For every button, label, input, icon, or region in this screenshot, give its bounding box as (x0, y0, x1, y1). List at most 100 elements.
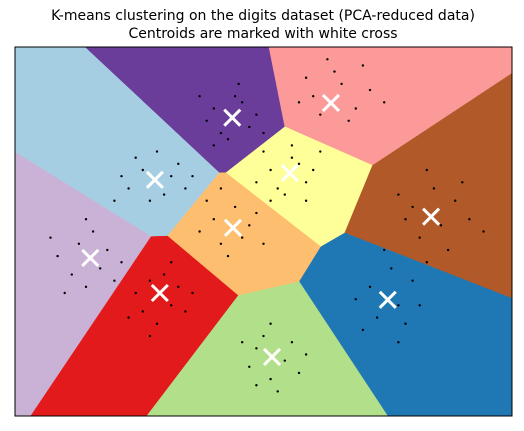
data-point (170, 174, 173, 178)
data-point (255, 347, 258, 350)
data-point (226, 254, 230, 258)
data-point (262, 242, 265, 245)
centroid-marker (421, 207, 441, 226)
centroid-marker (150, 283, 169, 303)
data-point (248, 125, 251, 129)
data-point (148, 199, 152, 202)
data-point (262, 334, 265, 338)
data-point (290, 144, 294, 147)
data-point (304, 181, 308, 184)
data-point (326, 58, 329, 61)
data-point (411, 279, 414, 282)
data-point (70, 273, 74, 276)
data-point (177, 162, 180, 166)
data-point (375, 316, 379, 319)
data-point (233, 205, 237, 209)
data-point (312, 168, 315, 172)
data-point (411, 205, 414, 209)
data-point (212, 107, 215, 110)
data-point (84, 218, 88, 221)
data-point (425, 261, 428, 264)
data-point (404, 218, 407, 221)
data-point (269, 168, 272, 172)
data-point (198, 95, 201, 98)
data-point (319, 150, 322, 153)
data-point (84, 285, 88, 289)
data-point (141, 310, 144, 313)
centroid-marker (145, 170, 164, 189)
data-point (439, 224, 443, 227)
data-point (113, 279, 116, 282)
centroid-marker (280, 164, 299, 183)
data-point (177, 285, 180, 289)
data-point (297, 101, 301, 104)
data-point (361, 64, 365, 67)
data-point (205, 199, 208, 202)
data-point (162, 193, 166, 196)
data-point (262, 150, 265, 153)
data-point (290, 156, 294, 159)
data-point (319, 113, 322, 116)
data-point (425, 168, 428, 172)
data-point (241, 101, 244, 104)
plot-frame (14, 46, 513, 417)
points (49, 58, 485, 393)
data-point (120, 174, 123, 178)
data-point (219, 242, 223, 245)
data-point (361, 328, 365, 332)
centroid-marker (223, 108, 242, 127)
data-point (184, 187, 187, 190)
centroid-marker (321, 93, 341, 113)
data-point (368, 285, 372, 289)
data-point (446, 248, 450, 252)
data-point (155, 322, 159, 325)
centroid-marker (262, 347, 282, 367)
data-point (354, 297, 357, 301)
data-point (276, 187, 279, 190)
data-point (148, 334, 152, 338)
data-point (397, 304, 400, 307)
data-point (354, 107, 357, 110)
data-point (191, 291, 194, 295)
data-point (255, 181, 258, 184)
data-point (91, 230, 95, 233)
data-point (212, 144, 215, 147)
data-point (184, 310, 187, 313)
data-point (397, 193, 400, 196)
data-point (127, 187, 130, 190)
data-point (383, 101, 386, 104)
data-point (141, 168, 144, 172)
data-point (290, 341, 294, 344)
chart-title: K-means clustering on the digits dataset… (51, 8, 475, 24)
data-point (283, 359, 286, 362)
data-point (155, 150, 159, 153)
data-point (63, 291, 66, 295)
data-point (397, 341, 400, 344)
data-point (269, 377, 272, 381)
data-point (237, 82, 240, 86)
data-point (432, 187, 436, 190)
data-point (49, 236, 52, 239)
data-point (255, 211, 258, 215)
data-point (404, 322, 407, 325)
centroids (81, 93, 441, 367)
data-point (162, 273, 166, 276)
data-point (269, 199, 272, 202)
data-point (297, 371, 301, 375)
data-point (77, 242, 81, 245)
data-point (269, 322, 272, 325)
data-point (340, 82, 343, 86)
data-point (120, 261, 123, 264)
data-point (113, 199, 116, 202)
data-point (255, 113, 258, 116)
data-point (383, 248, 386, 252)
data-point (205, 119, 208, 123)
data-point (198, 230, 201, 233)
data-point (418, 304, 421, 307)
data-point (170, 304, 173, 307)
data-point (347, 119, 350, 123)
data-point (241, 236, 244, 239)
data-point (333, 70, 336, 73)
